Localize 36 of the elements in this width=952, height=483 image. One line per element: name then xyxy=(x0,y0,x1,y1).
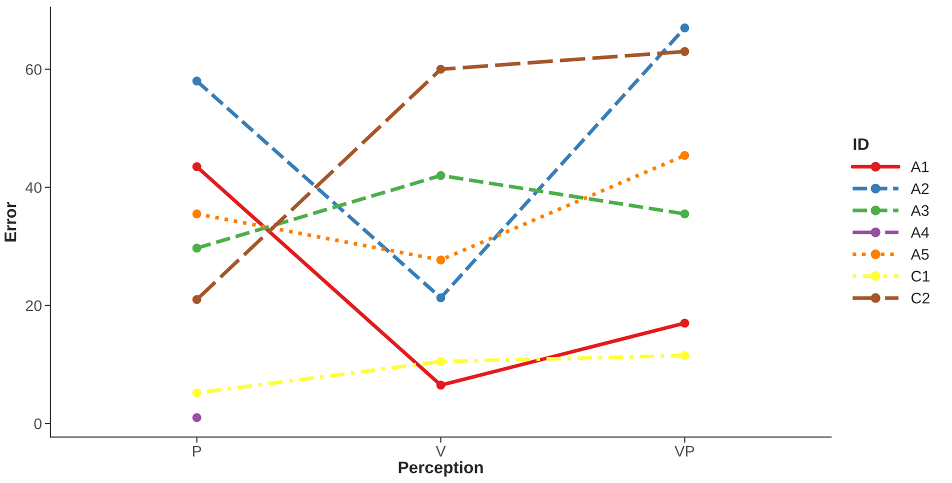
point xyxy=(436,64,446,74)
point xyxy=(192,388,202,398)
y-tick-label: 60 xyxy=(26,64,42,75)
y-tick-label: 40 xyxy=(25,182,42,194)
point xyxy=(436,357,446,366)
point xyxy=(680,318,690,328)
y-tick-label: 20 xyxy=(26,300,42,312)
point xyxy=(680,23,690,32)
point xyxy=(436,380,446,390)
point xyxy=(192,413,202,422)
point xyxy=(192,209,202,218)
x-tick-label: P xyxy=(192,446,202,457)
point xyxy=(436,255,446,264)
point xyxy=(192,76,202,86)
point xyxy=(192,244,202,253)
point xyxy=(192,162,202,172)
legend-label: A5 xyxy=(910,249,929,260)
legend-title: ID xyxy=(854,138,869,150)
legend-label: C2 xyxy=(911,292,930,304)
point xyxy=(680,150,690,160)
legend-label: A3 xyxy=(910,205,929,216)
legend-label: A4 xyxy=(910,227,929,238)
point xyxy=(192,295,202,304)
x-tick-label: V xyxy=(436,446,446,457)
y-axis-title: Error xyxy=(4,202,16,242)
point xyxy=(436,293,446,302)
x-axis-title: Perception xyxy=(398,461,483,477)
point xyxy=(680,209,690,218)
legend-label: C1 xyxy=(911,270,930,282)
x-tick-label: VP xyxy=(674,446,694,457)
y-tick-label: 0 xyxy=(34,418,42,430)
point xyxy=(436,171,446,180)
legend-label: A1 xyxy=(910,162,929,172)
point xyxy=(680,351,690,360)
legend-label: A2 xyxy=(910,183,929,194)
point xyxy=(680,47,690,56)
